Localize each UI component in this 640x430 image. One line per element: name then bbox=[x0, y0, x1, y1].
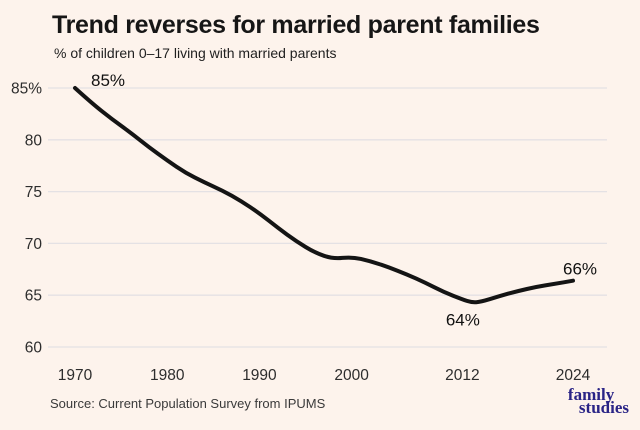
data-point-label: 85% bbox=[91, 71, 125, 90]
x-tick-label: 2012 bbox=[445, 367, 479, 384]
gridlines-group bbox=[48, 87, 607, 348]
x-axis-tick-labels: 1970 1980 1990 2000 2012 2024 bbox=[58, 367, 591, 384]
source-credit: Source: Current Population Survey from I… bbox=[50, 396, 326, 411]
y-tick-label: 60 bbox=[25, 340, 43, 357]
x-tick-label: 1970 bbox=[58, 367, 93, 384]
data-point-label: 66% bbox=[563, 260, 597, 279]
page-title: Trend reverses for married parent famili… bbox=[52, 11, 540, 39]
series-line bbox=[73, 86, 575, 305]
logo-line-studies: studies bbox=[578, 398, 629, 417]
x-tick-label: 1980 bbox=[150, 367, 185, 384]
y-tick-label: 75 bbox=[25, 184, 42, 201]
y-tick-label: 85% bbox=[11, 81, 42, 98]
data-point-label: 64% bbox=[446, 310, 480, 329]
x-tick-label: 2024 bbox=[556, 367, 591, 384]
chart-subtitle: % of children 0–17 living with married p… bbox=[54, 45, 337, 61]
annotation-labels: 85% 64% 66% bbox=[91, 71, 597, 329]
family-studies-logo: family studies bbox=[567, 385, 629, 417]
y-tick-label: 65 bbox=[25, 288, 42, 305]
x-tick-label: 2000 bbox=[334, 367, 369, 384]
x-tick-label: 1990 bbox=[242, 367, 277, 384]
y-axis-tick-labels: 85% 80 75 70 65 60 bbox=[11, 81, 42, 357]
y-tick-label: 70 bbox=[25, 236, 43, 253]
logo-line-family: family bbox=[567, 385, 615, 404]
y-tick-label: 80 bbox=[25, 132, 43, 149]
series-line-group bbox=[73, 86, 575, 305]
